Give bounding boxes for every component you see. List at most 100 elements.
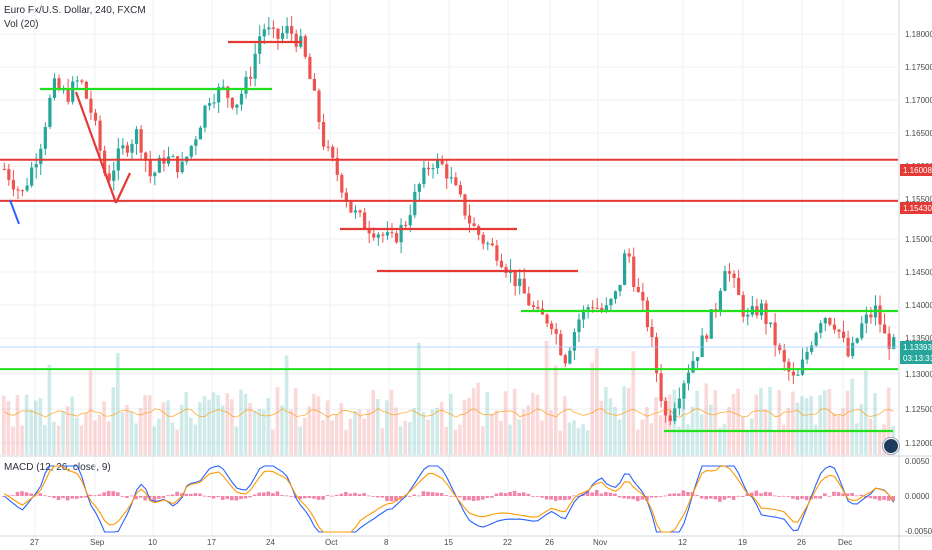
candle-body — [385, 232, 390, 236]
macd-histogram-bar — [70, 496, 74, 499]
volume-bar — [211, 392, 216, 455]
candle-body — [563, 355, 567, 364]
settings-icon[interactable] — [883, 438, 899, 454]
price-tag-bg — [900, 341, 932, 353]
volume-bar — [567, 422, 572, 455]
volume-bar — [376, 398, 380, 455]
candle-body — [390, 232, 394, 234]
volume-bar — [243, 393, 248, 455]
volume-bar — [70, 396, 74, 455]
macd-histogram-bar — [385, 496, 389, 502]
volume-bar — [827, 388, 832, 455]
macd-histogram-bar — [677, 493, 681, 496]
macd-histogram-bar — [376, 496, 380, 498]
volume-bar — [868, 418, 873, 455]
macd-histogram-bar — [230, 496, 234, 501]
x-tick-label: Sep — [90, 538, 105, 547]
candle-body — [709, 309, 713, 339]
macd-histogram-bar — [280, 495, 284, 496]
candle-body — [294, 33, 298, 47]
candle-body — [869, 314, 873, 318]
volume-bar — [791, 391, 795, 455]
macd-histogram-bar — [882, 496, 886, 501]
candle-body — [677, 398, 681, 409]
candle-body — [472, 223, 476, 227]
candle-body — [303, 36, 307, 57]
volume-bar — [175, 429, 179, 455]
volume-bar — [161, 402, 166, 455]
candle-body — [258, 36, 262, 54]
macd-histogram-bar — [11, 495, 15, 496]
macd-histogram-bar — [572, 495, 576, 497]
macd-histogram-bar — [636, 496, 640, 502]
volume-bar — [2, 395, 6, 455]
volume-bar — [850, 378, 854, 455]
candle-body — [481, 234, 485, 244]
y-tick-label: 1.17000 — [905, 96, 932, 105]
volume-bar — [298, 426, 303, 455]
volume-bar — [24, 394, 29, 455]
volume-bar — [266, 397, 271, 455]
volume-bar — [736, 388, 740, 455]
macd-histogram-bar — [750, 492, 754, 496]
volume-bar — [79, 425, 84, 455]
candle-body — [125, 145, 130, 153]
macd-histogram-bar — [275, 491, 280, 496]
volume-bar — [572, 420, 576, 455]
volume-bar — [462, 399, 467, 455]
candle-body — [312, 78, 317, 91]
candle-body — [212, 102, 216, 104]
macd-histogram-bar — [695, 495, 699, 496]
candle-body — [636, 286, 640, 292]
candle-body — [404, 224, 408, 226]
volume-bar — [65, 405, 70, 455]
volume-bar — [316, 396, 321, 455]
candle-body — [787, 361, 791, 372]
volume-bar — [417, 342, 421, 455]
candle-body — [248, 76, 253, 79]
macd-histogram-bar — [845, 493, 850, 496]
candle-body — [550, 323, 554, 329]
macd-histogram-bar — [494, 493, 499, 496]
candle-body — [618, 284, 622, 292]
candle-body — [144, 152, 148, 161]
candle-body — [285, 26, 289, 34]
volume-bar — [166, 400, 170, 455]
candle-body — [522, 278, 526, 294]
y-tick-label: 1.12500 — [905, 405, 932, 414]
candle-body — [800, 359, 805, 375]
macd-histogram-bar — [526, 493, 531, 496]
candle-body — [518, 278, 522, 287]
candle-body — [381, 234, 385, 236]
macd-histogram-bar — [20, 491, 24, 496]
macd-histogram-bar — [394, 496, 398, 502]
candle-body — [157, 157, 161, 173]
volume-bar — [435, 407, 439, 455]
macd-histogram-bar — [604, 492, 608, 496]
x-tick-label: 17 — [207, 538, 216, 547]
candle-body — [198, 127, 203, 140]
volume-bar — [207, 399, 211, 455]
macd-histogram-bar — [654, 496, 658, 498]
volume-bar — [677, 426, 681, 455]
candle-body — [864, 314, 868, 324]
candle-body — [326, 146, 330, 148]
volume-bar — [832, 412, 836, 455]
x-tick-label: 26 — [797, 538, 806, 547]
volume-bar — [864, 370, 868, 455]
candle-body — [463, 194, 467, 216]
macd-histogram-bar — [613, 493, 617, 496]
macd-histogram-bar — [143, 496, 147, 501]
candle-body — [837, 329, 841, 332]
candle-body — [723, 271, 727, 291]
x-tick-label: 22 — [503, 538, 512, 547]
candle-body — [673, 408, 677, 422]
macd-histogram-bar — [490, 496, 494, 498]
volume-bar — [631, 351, 636, 455]
candle-body — [271, 27, 275, 29]
volume-bar — [699, 414, 704, 455]
volume-bar — [521, 409, 526, 455]
macd-histogram-bar — [485, 496, 490, 498]
x-tick-label: Oct — [325, 538, 338, 547]
